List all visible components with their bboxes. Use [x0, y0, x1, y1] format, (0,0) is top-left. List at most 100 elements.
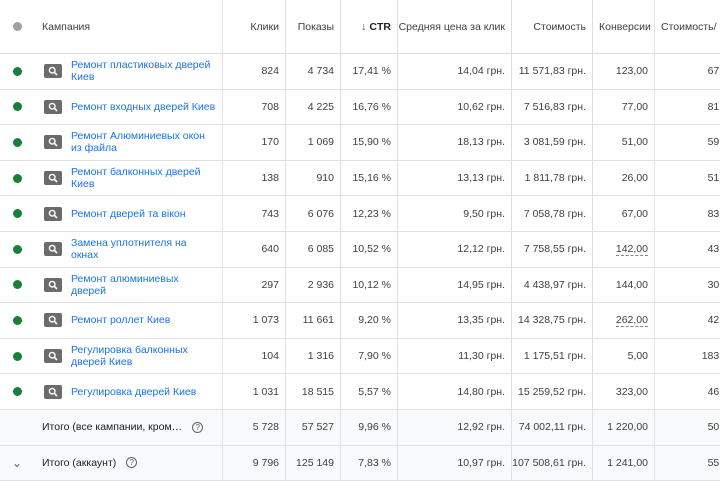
search-campaign-icon — [44, 277, 62, 292]
enabled-status-icon[interactable] — [12, 102, 22, 112]
total-label-cell: Итого (аккаунт) ? — [34, 446, 222, 481]
avg-cpc-cell: 14,95 грн. — [397, 267, 511, 303]
total-ctr-cell: 9,96 % — [340, 410, 397, 445]
impressions-cell: 11 661 — [285, 303, 340, 338]
cost-per-conv-cell: 51,3 — [654, 160, 720, 196]
enabled-status-icon[interactable] — [12, 387, 22, 397]
campaign-name-link[interactable]: Регулировка дверей Киев — [71, 385, 197, 398]
status-cell[interactable] — [0, 268, 34, 303]
enabled-status-icon[interactable] — [12, 315, 22, 325]
header-conversions[interactable]: Конверсии — [592, 0, 654, 53]
avg-cpc-cell: 13,13 грн. — [397, 160, 511, 196]
enabled-status-icon[interactable] — [12, 137, 22, 147]
status-cell[interactable] — [0, 125, 34, 160]
cost-cell: 11 571,83 грн. — [511, 54, 592, 89]
table-row: Ремонт алюминиевых дверей 297 2 936 10,1… — [0, 267, 720, 304]
status-cell[interactable] — [0, 303, 34, 338]
total-impressions-cell: 57 527 — [285, 410, 340, 445]
header-impressions[interactable]: Показы — [285, 0, 340, 53]
campaign-name-link[interactable]: Замена уплотнителя на окнах — [71, 237, 187, 262]
status-cell[interactable] — [0, 161, 34, 196]
help-icon[interactable]: ? — [126, 457, 138, 469]
campaign-name-link[interactable]: Ремонт алюминиевых дверей — [71, 272, 179, 297]
ctr-cell: 10,12 % — [340, 267, 397, 303]
table-row: Ремонт роллет Киев 1 073 11 661 9,20 % 1… — [0, 303, 720, 339]
cost-per-conv-cell: 83,0 — [654, 196, 720, 231]
ctr-cell: 17,41 % — [340, 54, 397, 89]
search-campaign-icon — [44, 384, 62, 399]
status-cell[interactable] — [0, 196, 34, 231]
campaign-cell: Ремонт Алюминиевых окон из файла — [34, 125, 222, 160]
enabled-status-icon[interactable] — [12, 209, 22, 219]
campaign-cell: Регулировка дверей Киев — [34, 374, 222, 409]
impressions-cell: 6 085 — [285, 232, 340, 267]
total-clicks-cell: 5 728 — [222, 410, 285, 445]
search-campaign-icon — [44, 99, 62, 114]
help-icon[interactable]: ? — [192, 421, 204, 433]
enabled-status-icon[interactable] — [12, 244, 22, 254]
conversions-cell: 26,00 — [592, 160, 654, 196]
status-cell[interactable] — [0, 232, 34, 267]
cost-cell: 7 516,83 грн. — [511, 89, 592, 125]
header-avg-cpc[interactable]: Средняя цена за клик — [397, 0, 511, 53]
conversions-cell: 123,00 — [592, 54, 654, 89]
campaign-name-link[interactable]: Ремонт балконных дверей Киев — [71, 166, 201, 191]
header-clicks[interactable]: Клики — [222, 0, 285, 53]
header-cost-per-conv[interactable]: Стоимость/ — [654, 0, 720, 53]
campaign-cell: Ремонт балконных дверей Киев — [34, 161, 222, 196]
total-label: Итого (все кампании, кром… — [42, 421, 183, 434]
search-campaign-icon — [44, 242, 62, 257]
campaign-name-link[interactable]: Ремонт пластиковых дверей Киев — [71, 59, 211, 84]
impressions-cell: 18 515 — [285, 374, 340, 409]
conversions-cell: 5,00 — [592, 338, 654, 374]
status-cell[interactable] — [0, 339, 34, 374]
ctr-cell: 15,16 % — [340, 160, 397, 196]
clicks-cell: 104 — [222, 338, 285, 374]
header-ctr[interactable]: ↓ CTR — [340, 0, 397, 53]
enabled-status-icon[interactable] — [12, 66, 22, 76]
ctr-cell: 10,52 % — [340, 232, 397, 267]
cost-cell: 4 438,97 грн. — [511, 267, 592, 303]
campaign-cell: Ремонт дверей та вікон — [34, 196, 222, 231]
table-row: Замена уплотнителя на окнах 640 6 085 10… — [0, 232, 720, 268]
campaign-cell: Ремонт входных дверей Киев — [34, 90, 222, 125]
cost-per-conv-cell: 30,7 — [654, 267, 720, 303]
ctr-cell: 5,57 % — [340, 374, 397, 409]
avg-cpc-cell: 9,50 грн. — [397, 196, 511, 231]
status-cell[interactable] — [0, 90, 34, 125]
campaign-name-link[interactable]: Ремонт дверей та вікон — [71, 207, 186, 220]
table-row: Ремонт входных дверей Киев 708 4 225 16,… — [0, 89, 720, 126]
search-campaign-icon — [44, 64, 62, 79]
status-cell[interactable] — [0, 54, 34, 89]
enabled-status-icon[interactable] — [12, 173, 22, 183]
chevron-down-icon[interactable]: ⌄ — [11, 455, 23, 470]
cost-per-conv-cell: 81,5 — [654, 89, 720, 125]
total-cost-per-conv-cell: 55,7 — [654, 445, 720, 481]
campaign-name-link[interactable]: Ремонт входных дверей Киев — [71, 100, 216, 113]
conversions-cell: 51,00 — [592, 125, 654, 160]
status-filter-dot-icon[interactable] — [12, 22, 22, 31]
header-status-cell[interactable] — [0, 0, 34, 53]
campaign-name-link[interactable]: Ремонт роллет Киев — [71, 314, 171, 327]
search-campaign-icon — [44, 135, 62, 150]
total-cost-cell: 107 508,61 грн. — [511, 445, 592, 481]
header-campaign[interactable]: Кампания — [42, 20, 91, 33]
totals-row: ⌄ Итого (аккаунт) ? 9 796 125 149 7,83 %… — [0, 445, 720, 481]
table-row: Регулировка дверей Киев 1 031 18 515 5,5… — [0, 374, 720, 410]
conversions-cell: 144,00 — [592, 267, 654, 303]
avg-cpc-cell: 14,04 грн. — [397, 54, 511, 89]
campaign-name-link[interactable]: Ремонт Алюминиевых окон из файла — [71, 130, 205, 155]
header-cost[interactable]: Стоимость — [511, 0, 592, 53]
cost-cell: 3 081,59 грн. — [511, 125, 592, 160]
total-avg-cpc-cell: 12,92 грн. — [397, 410, 511, 445]
cost-per-conv-cell: 46,6 — [654, 374, 720, 409]
campaign-name-link[interactable]: Регулировка балконных дверей Киев — [71, 344, 188, 369]
search-campaign-icon — [44, 313, 62, 328]
enabled-status-icon[interactable] — [12, 351, 22, 361]
avg-cpc-cell: 13,35 грн. — [397, 303, 511, 338]
enabled-status-icon[interactable] — [12, 280, 22, 290]
impressions-cell: 4 734 — [285, 54, 340, 89]
status-cell[interactable] — [0, 374, 34, 409]
clicks-cell: 708 — [222, 89, 285, 125]
table-header: Кампания Клики Показы ↓ CTR Средняя цена … — [0, 0, 720, 54]
